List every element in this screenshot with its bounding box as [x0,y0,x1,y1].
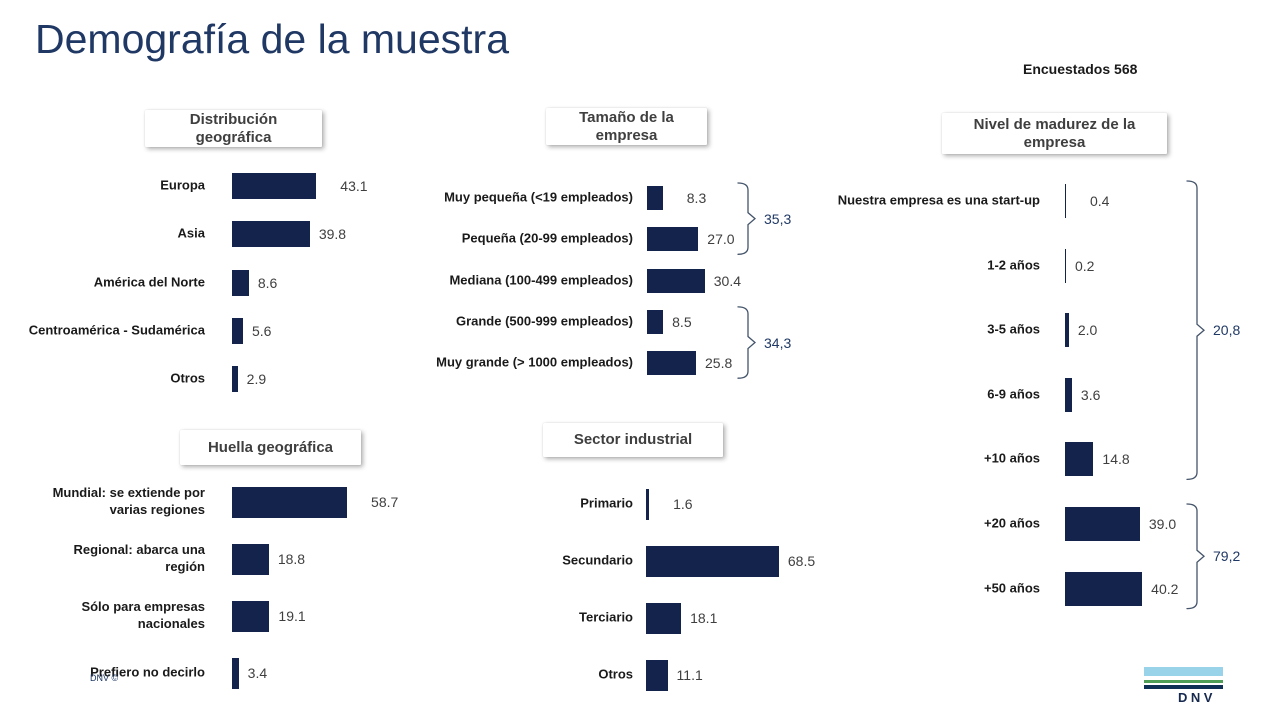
value-label: 8.3 [686,190,707,206]
category-label: Muy grande (> 1000 empleados) [436,354,633,370]
category-label: Nuestra empresa es una start-up [837,192,1040,208]
bar [646,545,779,577]
bar [1065,313,1069,348]
logo-lightblue-bar [1144,667,1223,676]
logo-wordmark: DNV [1178,690,1216,705]
category-label: Mundial: se extiende por varias regiones [52,485,205,517]
chart-header-footprint: Huella geográfica [180,430,361,465]
category-label: Secundario [562,552,633,568]
value-label: 43.1 [340,178,368,194]
category-label: 1-2 años [987,257,1040,273]
bar [232,317,243,344]
bracket-brace [1186,180,1205,481]
value-label: 27.0 [707,231,735,248]
bar [232,173,317,199]
value-label: 2.0 [1077,322,1098,339]
bar [1065,507,1140,541]
bar [232,657,239,689]
value-label: 5.6 [251,322,272,339]
value-label: 3.4 [247,665,268,681]
value-label: 30.4 [713,272,741,289]
value-label: 2.9 [246,371,267,388]
category-label: Asia [177,225,205,241]
value-label: 1.6 [673,496,693,512]
chart-header-sector: Sector industrial [543,423,723,457]
bracket-value-label: 79,2 [1213,548,1241,565]
category-label: Regional: abarca una región [73,542,205,574]
category-label: Muy pequeña (<19 empleados) [444,189,633,205]
value-label: 39.8 [318,226,347,243]
logo-navy-bar [1144,684,1223,689]
category-label: Mediana (100-499 empleados) [449,272,633,288]
bar [647,309,664,334]
value-label: 68.5 [787,553,816,569]
bar [646,659,668,691]
bar [232,366,238,393]
bracket-brace [1186,503,1205,610]
category-label: +20 años [983,515,1040,531]
category-label: Centroamérica - Sudamérica [28,322,205,338]
category-label: Terciario [579,609,633,625]
bar [647,351,697,376]
value-label: 0.2 [1075,257,1095,274]
category-label: Pequeña (20-99 empleados) [461,230,633,246]
value-label: 40.2 [1151,580,1179,597]
bar [232,543,269,575]
bar [232,600,270,632]
value-label: 39.0 [1148,516,1177,532]
bar [647,186,663,210]
value-label: 25.8 [705,355,733,372]
bracket-value-label: 34,3 [764,334,792,351]
bracket-value-label: 35,3 [764,210,792,227]
value-label: 0.4 [1090,193,1110,209]
bracket-brace [737,182,756,255]
value-label: 3.6 [1080,386,1101,403]
chart-header-size: Tamaño de la empresa [546,108,707,145]
category-label: Grande (500-999 empleados) [455,313,633,329]
value-label: 8.6 [257,274,278,291]
category-label: Primario [580,495,633,511]
category-label: +10 años [983,450,1040,466]
category-label: Sólo para empresas nacionales [81,599,205,631]
bracket-brace [737,306,756,379]
value-label: 18.1 [690,610,718,626]
footer-copyright: DNV © [90,673,119,683]
value-label: 8.5 [672,313,692,330]
category-label: Otros [598,666,633,682]
chart-header-maturity: Nivel de madurez de la empresa [942,113,1167,154]
value-label: 14.8 [1102,451,1130,468]
category-label: +50 años [983,580,1040,596]
bar [647,227,699,252]
bar [1065,571,1143,606]
bracket-value-label: 20,8 [1213,322,1241,339]
bar [1065,377,1072,412]
value-label: 11.1 [676,667,703,683]
bar [1065,248,1066,283]
category-label: Otros [170,370,205,386]
value-label: 58.7 [371,494,399,510]
value-label: 18.8 [277,551,306,567]
chart-header-geo: Distribución geográfica [145,110,322,147]
respondents-count: Encuestados 568 [1023,61,1138,77]
page-title: Demografía de la muestra [35,16,510,62]
logo-green-bar [1144,679,1223,683]
category-label: Prefiero no decirlo [90,664,205,680]
dnv-logo: DNV [1144,667,1224,707]
value-label: 19.1 [278,608,306,624]
bar [1065,184,1066,218]
category-label: Europa [160,177,205,193]
bar [232,486,348,518]
category-label: 6-9 años [987,386,1040,402]
category-label: 3-5 años [987,321,1040,337]
bar [646,488,650,520]
bar [232,269,249,296]
bar [647,268,705,293]
bar [646,602,682,634]
category-label: América del Norte [93,274,205,290]
bar [1065,442,1094,477]
bar [232,221,310,248]
